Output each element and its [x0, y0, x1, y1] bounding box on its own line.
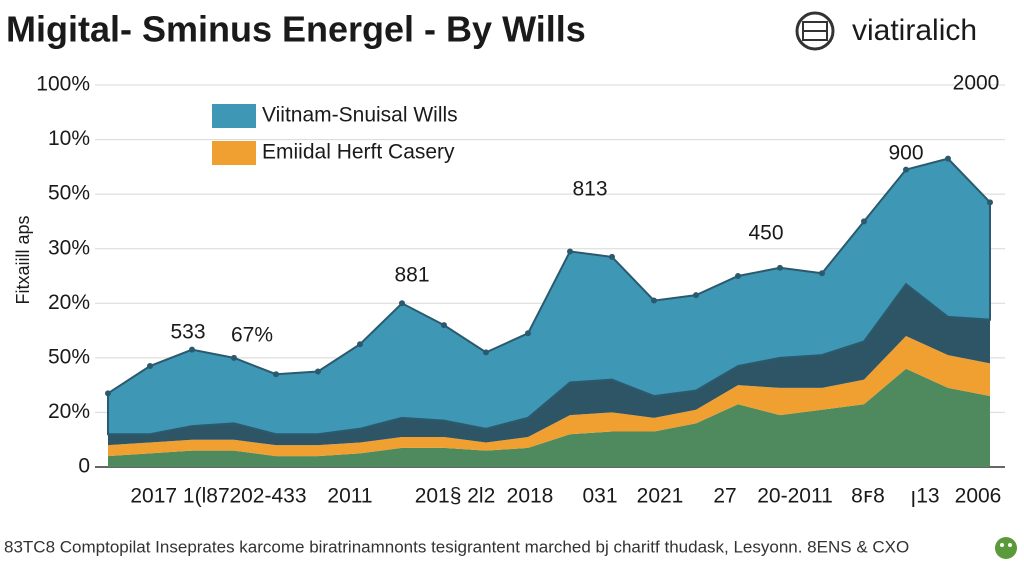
point [861, 218, 867, 225]
annotation: 67% [231, 324, 273, 347]
y-tick-label: 100% [36, 73, 90, 96]
annotation: 533 [170, 321, 205, 344]
annotation: 900 [888, 142, 923, 165]
y-tick-label: 10% [48, 127, 90, 150]
legend-swatch [212, 104, 256, 128]
x-tick-label: 202-433 [229, 485, 306, 508]
legend-label: Emiidal Herft Casery [262, 141, 455, 164]
point [945, 155, 951, 162]
point [189, 346, 195, 353]
x-tick-label: 2011 [327, 485, 372, 508]
point [105, 390, 111, 397]
chart-title: Migital- Sminus Energel - By Wills [6, 9, 586, 50]
y-tick-label: 0 [78, 455, 90, 478]
point [693, 292, 699, 299]
area [108, 284, 990, 446]
x-tick-label: 2006 [955, 485, 1002, 508]
footer-icon [995, 537, 1017, 559]
x-tick-label: ꞁ13 [910, 485, 939, 508]
point [651, 297, 657, 304]
legend-label: Viitnam-Snuisal Wills [262, 104, 458, 127]
annotation: 2000 [953, 72, 1000, 95]
x-tick-label: 2018 [507, 485, 554, 508]
point [903, 166, 909, 173]
area [107, 157, 991, 436]
point [315, 368, 321, 375]
brand-logo [795, 11, 835, 51]
point [357, 341, 363, 348]
annotation: 813 [572, 178, 607, 201]
legend-swatch [212, 141, 256, 165]
y-tick-label: 20% [48, 291, 90, 314]
point [819, 270, 825, 277]
y-tick-label: 30% [48, 236, 90, 259]
point [777, 264, 783, 271]
area [108, 368, 990, 467]
point [147, 363, 153, 370]
brand-name: viatiralich [852, 14, 977, 47]
annotation: 881 [394, 264, 429, 287]
annotation: 450 [748, 222, 783, 245]
point [483, 349, 489, 356]
y-tick-label: 50% [48, 345, 90, 368]
point [273, 371, 279, 378]
area [108, 336, 990, 457]
footer: 83TC8 Comptopilat Inseprates karcome bir… [4, 537, 909, 556]
x-tick-label: 031 [582, 485, 617, 508]
y-axis-label: Fitxaiill aps [13, 215, 33, 304]
x-tick-label: 201§ 2l2 [415, 485, 496, 508]
x-tick-label: 8ꜰ8 [851, 485, 885, 508]
x-tick-label: 2017 1(l87 [130, 485, 229, 508]
y-tick-label: 50% [48, 182, 90, 205]
x-tick-label: 27 [713, 485, 736, 508]
point [525, 330, 531, 337]
x-tick-label: 2021 [637, 485, 684, 508]
point [987, 199, 993, 206]
y-tick-label: 20% [48, 400, 90, 423]
point [231, 354, 237, 361]
x-tick-label: 20-2011 [757, 485, 833, 508]
point [441, 322, 447, 329]
point [609, 253, 615, 260]
point [399, 300, 405, 307]
point [735, 273, 741, 279]
point [567, 248, 573, 255]
